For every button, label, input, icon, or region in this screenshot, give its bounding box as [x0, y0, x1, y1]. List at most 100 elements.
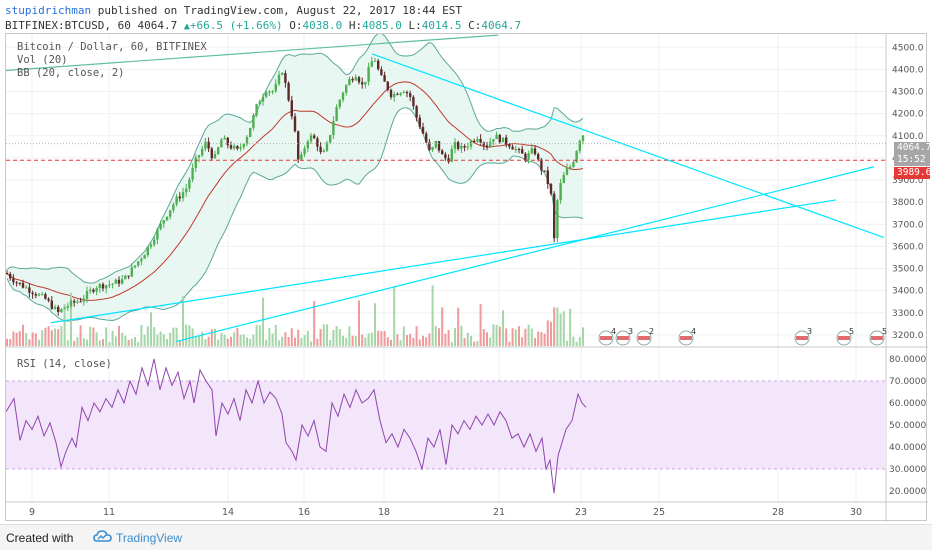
volume-bar — [220, 332, 223, 346]
candle-body — [540, 159, 543, 171]
volume-bar — [63, 304, 66, 346]
volume-bar — [338, 328, 341, 346]
volume-bar — [262, 297, 264, 346]
volume-bar — [313, 301, 316, 346]
volume-bar — [44, 327, 47, 346]
volume-bar — [546, 320, 549, 346]
volume-bar — [418, 339, 421, 346]
candle-body — [575, 150, 578, 163]
volume-bar — [9, 339, 12, 346]
volume-bar — [521, 337, 524, 346]
volume-bar — [102, 339, 104, 346]
volume-bar — [470, 335, 472, 346]
volume-bar — [162, 334, 165, 346]
candle-body — [245, 137, 249, 144]
bb-lower — [6, 107, 584, 322]
candle-body — [249, 127, 252, 138]
published-text: published on TradingView.com, August 22,… — [97, 4, 462, 17]
candle-body — [85, 291, 89, 299]
volume-bar — [457, 307, 460, 346]
candle-body — [220, 139, 223, 148]
candle-body — [578, 140, 581, 151]
author-link[interactable]: stupidrichman — [5, 4, 92, 17]
candle-body — [284, 73, 287, 83]
volume-bar — [508, 341, 511, 346]
time-tick-label: 9 — [29, 507, 35, 518]
rsi-line — [6, 358, 587, 494]
volume-bar — [476, 341, 479, 346]
candle-body — [140, 258, 143, 262]
candle-body — [242, 143, 245, 148]
candle-body — [524, 153, 527, 160]
candle-body — [511, 146, 514, 150]
volume-bar — [111, 330, 114, 346]
candle-body — [361, 82, 364, 85]
rsi-tick-label: 30.0000 — [889, 465, 926, 475]
volume-bar — [540, 332, 543, 346]
volume-bar — [514, 329, 517, 346]
volume-bar — [166, 338, 168, 346]
time-tick-label: 30 — [850, 507, 862, 518]
volume-bar — [460, 325, 463, 346]
volume-bar — [249, 338, 252, 346]
candle-body — [277, 74, 281, 84]
volume-bar — [358, 300, 360, 346]
tradingview-cloud-icon[interactable] — [93, 529, 113, 545]
candle-body — [476, 139, 479, 142]
event-flag-count: 4 — [611, 327, 616, 336]
volume-bar — [284, 332, 287, 346]
candle-body — [63, 307, 66, 309]
candle-body — [396, 94, 399, 96]
candle-body — [127, 275, 130, 277]
volume-bar — [351, 335, 354, 346]
candle-body — [412, 96, 415, 107]
volume-bar — [105, 327, 108, 346]
volume-bar — [130, 338, 133, 346]
volume-bar — [188, 325, 191, 346]
candle-body — [537, 154, 540, 160]
volume-bar — [479, 304, 482, 346]
volume-bar — [127, 339, 130, 346]
bb-fill — [7, 34, 583, 322]
volume-bar — [172, 327, 175, 346]
volume-bar — [383, 331, 386, 346]
candle-body — [69, 300, 73, 306]
candle-body — [373, 60, 377, 62]
volume-bar — [393, 286, 396, 346]
volume-bar — [121, 332, 124, 346]
candle-body — [25, 287, 28, 289]
volume-bar — [377, 330, 380, 346]
volume-bar — [412, 337, 415, 346]
volume-bar — [390, 339, 392, 346]
volume-bar — [367, 333, 370, 346]
volume-bar — [98, 340, 101, 346]
candle-body — [204, 141, 207, 149]
event-flag-count: 3 — [807, 327, 812, 336]
volume-bar — [447, 330, 450, 346]
volume-bar — [386, 337, 389, 346]
volume-bar — [335, 326, 338, 346]
price-tick-label: 3700.0 — [892, 220, 924, 230]
triangle-up-icon: ▲ — [183, 21, 190, 32]
candle-body — [188, 179, 191, 189]
candle-body — [399, 92, 402, 95]
volume-bar — [326, 324, 328, 346]
volume-bar — [444, 333, 447, 346]
price-tick-label: 4200.0 — [892, 110, 924, 120]
candle-body — [351, 79, 354, 81]
candle-body — [287, 82, 290, 101]
volume-bar — [242, 334, 245, 346]
countdown-tag: 15:52 — [894, 154, 930, 166]
volume-bar — [95, 332, 98, 346]
time-tick-label: 16 — [298, 507, 310, 518]
candle-body — [105, 285, 108, 289]
candle-body — [146, 246, 149, 256]
tradingview-link[interactable]: TradingView — [116, 531, 183, 545]
time-tick-label: 18 — [378, 507, 390, 518]
candle-body — [303, 148, 306, 155]
candle-body — [191, 168, 194, 180]
candle-body — [479, 139, 482, 143]
volume-bar — [31, 332, 34, 346]
